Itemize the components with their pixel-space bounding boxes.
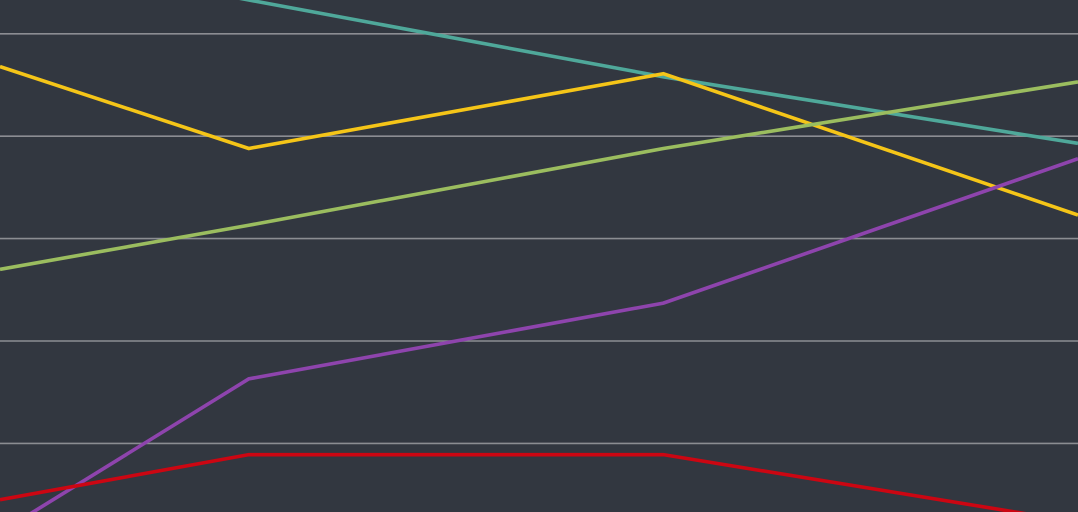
series-line-1: [239, 0, 1078, 146]
series-line-2: [0, 64, 1078, 217]
series-line-3: [0, 80, 1078, 272]
series-line-4: [29, 157, 1078, 512]
series-line-5: [0, 452, 1027, 512]
